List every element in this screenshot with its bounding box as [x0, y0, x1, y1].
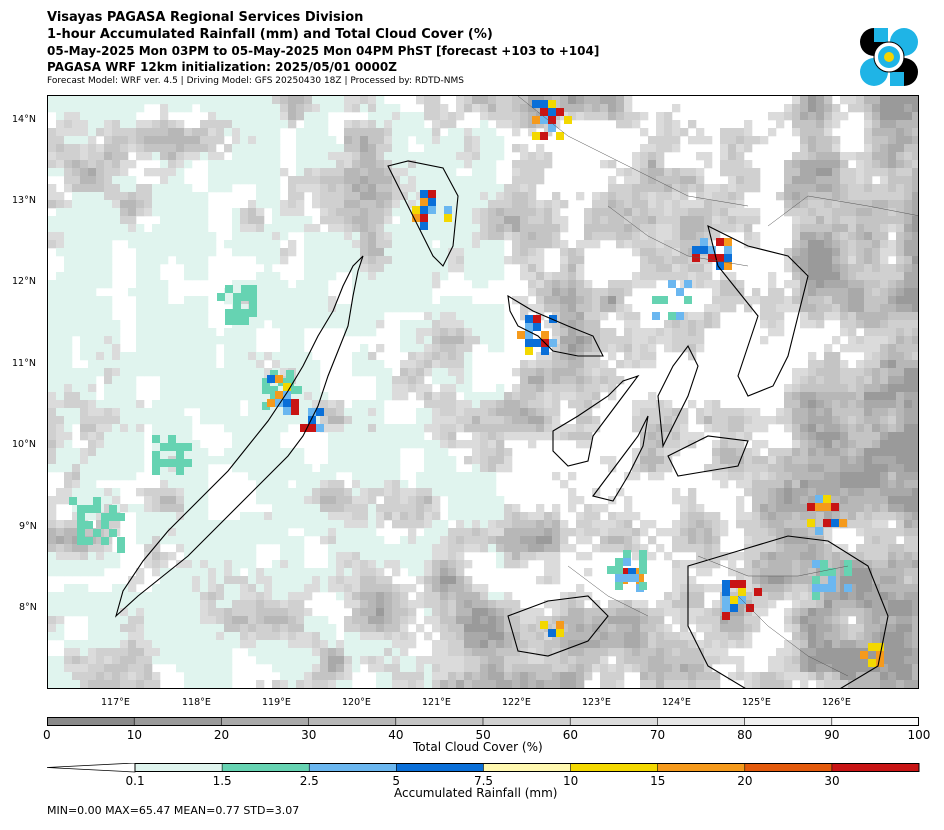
rain-under-arrow: [47, 763, 136, 773]
cloud-tick-label: 70: [649, 728, 666, 742]
field-statistics: MIN=0.00 MAX=65.47 MEAN=0.77 STD=3.07: [47, 804, 300, 817]
pagasa-logo-icon: [858, 26, 920, 88]
rain-tick-label: 0.1: [125, 774, 145, 788]
cloud-bin: [657, 717, 746, 726]
rain-tick-label: 1.5: [212, 774, 232, 788]
cloud-tick-label: 20: [213, 728, 230, 742]
province-borders: [517, 96, 918, 677]
cloud-bin: [308, 717, 397, 726]
cloud-bin: [744, 717, 833, 726]
cloud-cover-field: [48, 96, 918, 688]
rain-tick-label: 7.5: [473, 774, 494, 788]
lat-label-10: 10°N: [12, 439, 36, 450]
rain-bin: [831, 763, 920, 772]
model-initialization: PAGASA WRF 12km initialization: 2025/05/…: [47, 60, 397, 74]
cloud-tick-label: 90: [824, 728, 840, 742]
cloud-tick-label: 80: [737, 728, 753, 742]
rain-bin: [657, 763, 746, 772]
lat-label-14: 14°N: [12, 114, 36, 125]
lat-label-12: 12°N: [12, 276, 36, 287]
lat-label-8: 8°N: [19, 602, 37, 613]
cloud-tick-label: 30: [301, 728, 317, 742]
rain-tick-label: 30: [824, 774, 840, 788]
cloud-bin: [570, 717, 658, 726]
rain-bin: [309, 763, 397, 772]
cloud-bin: [221, 717, 310, 726]
cloud-tick-label: 60: [562, 728, 578, 742]
lon-label-125: 125°E: [742, 697, 771, 708]
rain-bin: [744, 763, 833, 772]
map-canvas: [48, 96, 918, 688]
rain-tick-label: 15: [650, 774, 666, 788]
cloud-tick-label: 100: [907, 728, 931, 742]
lon-label-120: 120°E: [342, 697, 371, 708]
cloud-bin: [395, 717, 484, 726]
title-line-2: 1-hour Accumulated Rainfall (mm) and Tot…: [47, 27, 493, 42]
lon-label-122: 122°E: [502, 697, 531, 708]
cloud-tick-label: 40: [388, 728, 404, 742]
cloud-tick-label: 0: [43, 728, 51, 742]
rainfall-colorbar: [47, 763, 920, 773]
rain-bin: [483, 763, 572, 772]
rain-tick-label: 2.5: [299, 774, 319, 788]
forecast-period: 05-May-2025 Mon 03PM to 05-May-2025 Mon …: [47, 44, 600, 58]
lon-label-117: 117°E: [101, 697, 130, 708]
cloud-bin: [134, 717, 222, 726]
lat-label-9: 9°N: [19, 521, 37, 532]
cloud-cover-colorbar: [47, 717, 920, 726]
title-line-1: Visayas PAGASA Regional Services Divisio…: [47, 10, 364, 25]
rain-tick-label: 20: [737, 774, 753, 788]
rain-tick-label: 10: [563, 774, 579, 788]
lon-label-118: 118°E: [182, 697, 211, 708]
model-credits: Forecast Model: WRF ver. 4.5 | Driving M…: [47, 76, 464, 86]
rainfall-cloud-map: [47, 95, 919, 689]
rain-bin: [222, 763, 310, 772]
lon-label-119: 119°E: [262, 697, 291, 708]
cloud-cover-title: Total Cloud Cover (%): [413, 740, 543, 754]
lon-label-124: 124°E: [662, 697, 691, 708]
rainfall-title: Accumulated Rainfall (mm): [394, 786, 558, 800]
lon-label-121: 121°E: [422, 697, 451, 708]
coastlines: [114, 160, 889, 688]
cloud-tick-label: 50: [475, 728, 491, 742]
cloud-bin: [47, 717, 135, 726]
cloud-tick-label: 10: [126, 728, 142, 742]
rain-bin: [570, 763, 659, 772]
cloud-bin: [831, 717, 920, 726]
rain-bin: [135, 763, 223, 772]
lat-label-11: 11°N: [12, 358, 36, 369]
lon-label-123: 123°E: [582, 697, 611, 708]
rainfall-field: [69, 100, 884, 667]
rain-tick-label: 5: [392, 774, 400, 788]
cloud-bin: [483, 717, 571, 726]
lon-label-126: 126°E: [822, 697, 851, 708]
lat-label-13: 13°N: [12, 195, 36, 206]
rain-bin: [396, 763, 484, 772]
